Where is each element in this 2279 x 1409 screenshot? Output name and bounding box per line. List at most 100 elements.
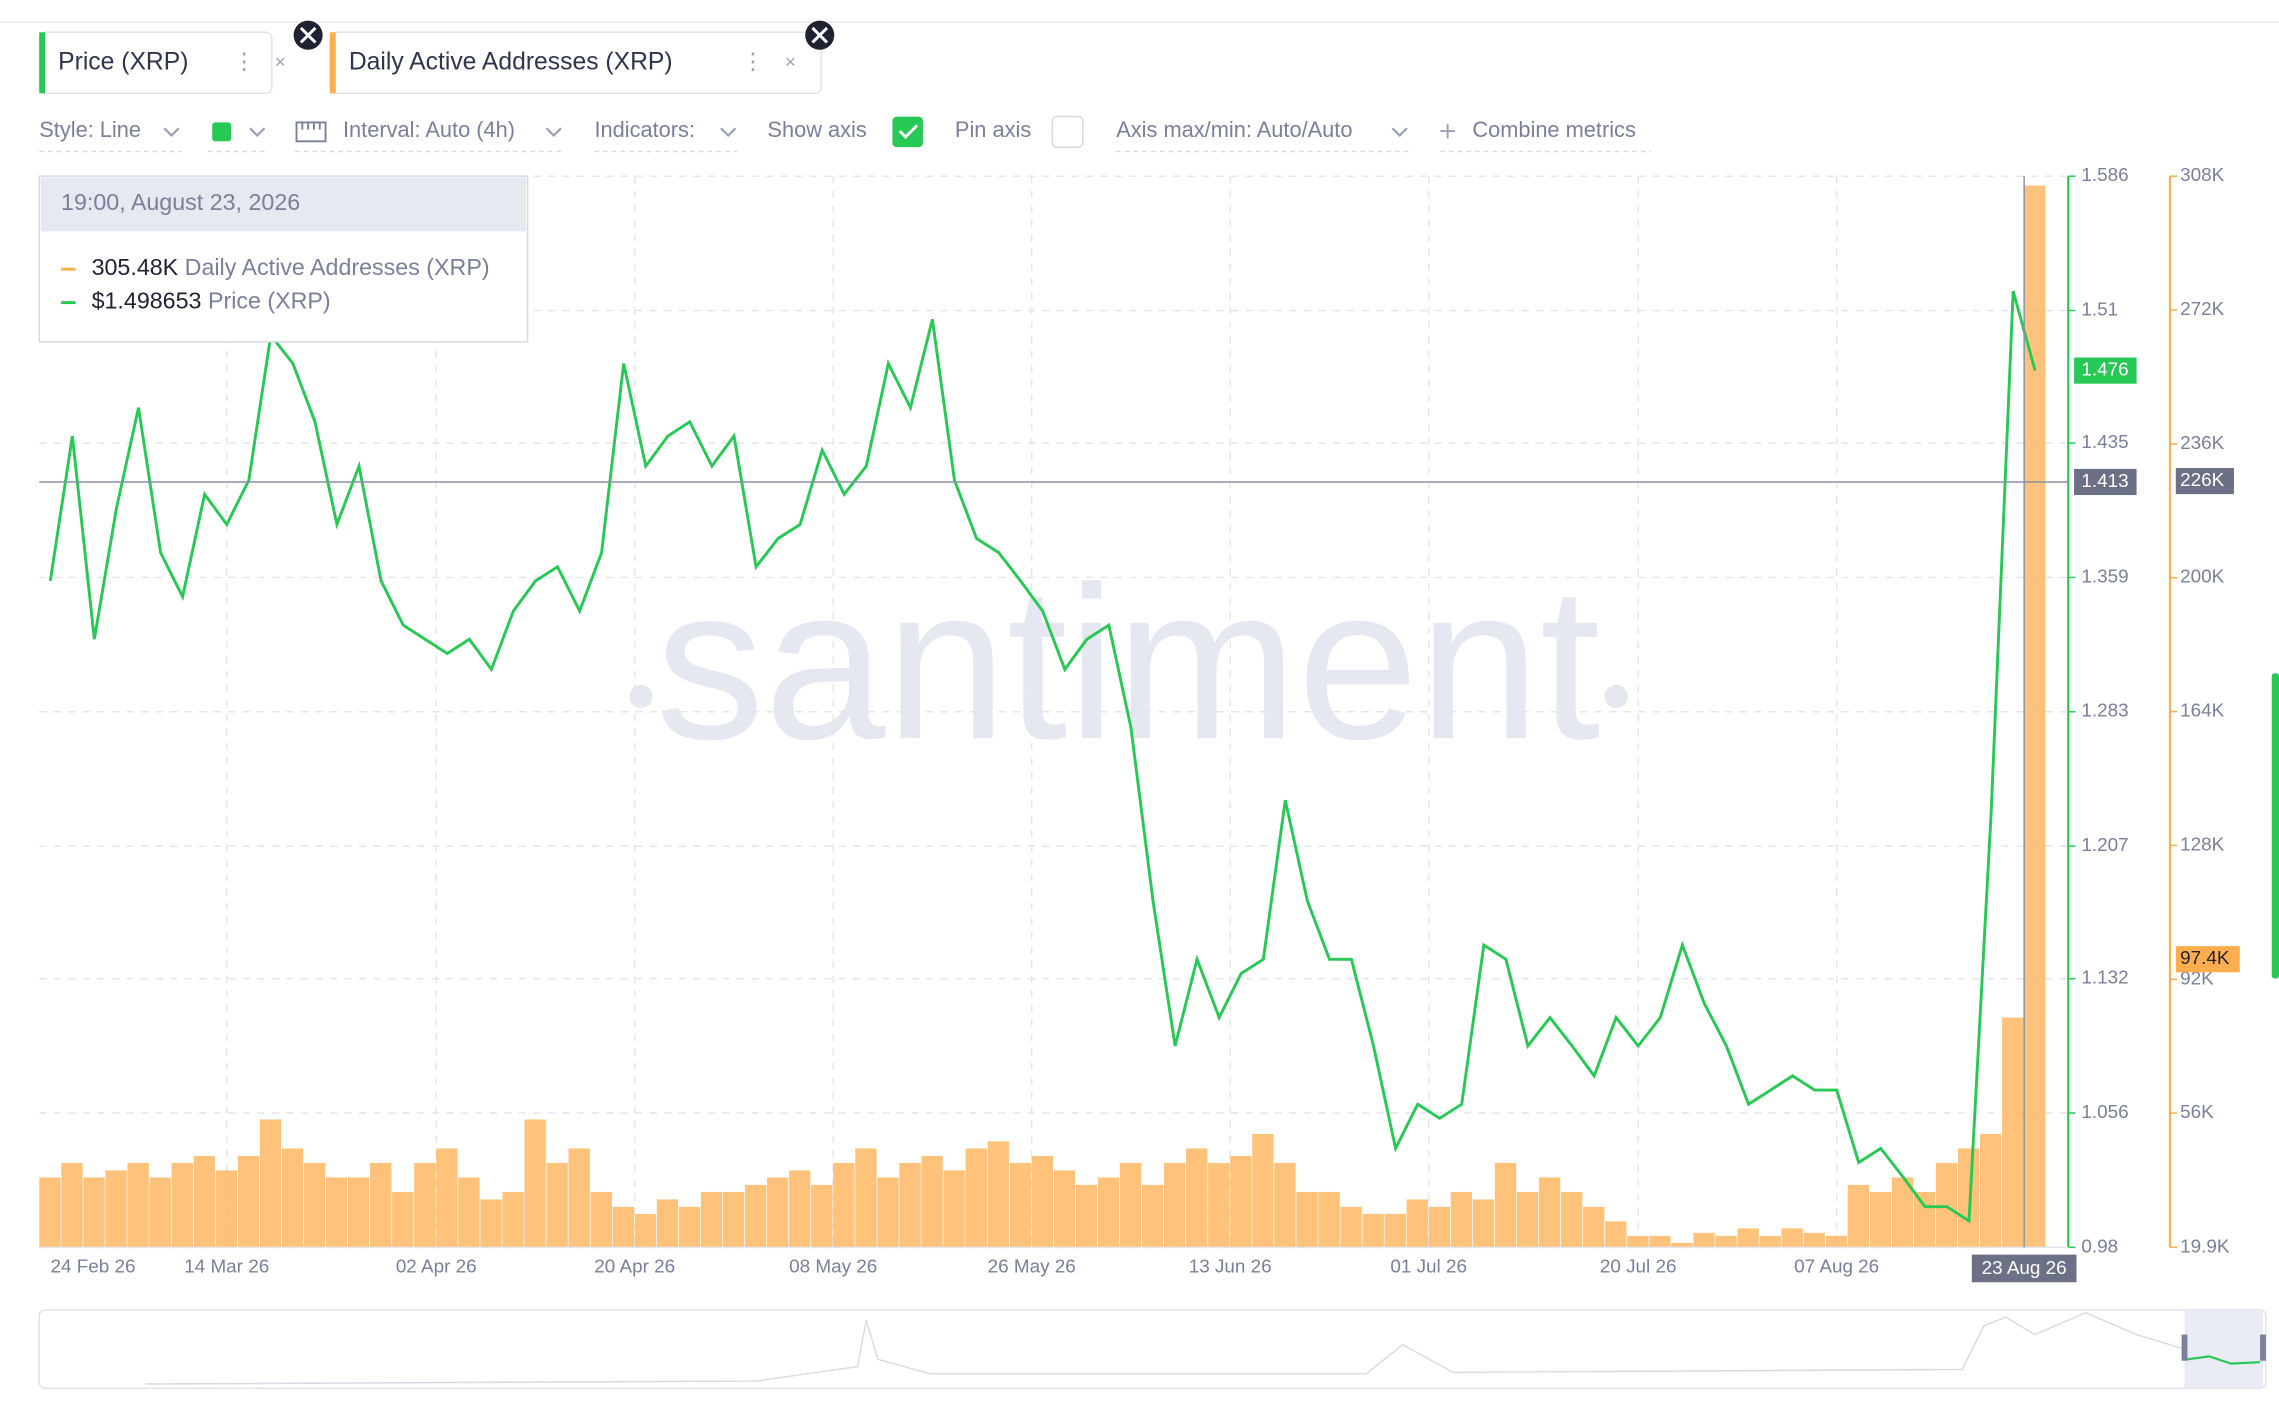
bar (546, 1162, 568, 1248)
interval-select[interactable]: Interval: Auto (4h) (343, 117, 515, 142)
bar (1671, 1242, 1693, 1248)
bar (325, 1177, 348, 1248)
bar (789, 1170, 811, 1248)
bar (1186, 1148, 1208, 1248)
bar (193, 1155, 215, 1248)
bar (1208, 1162, 1230, 1248)
navigator-handle[interactable] (2181, 1334, 2188, 1361)
bar (700, 1191, 723, 1248)
y-tick-label: 1.359 (2081, 566, 2128, 587)
bar (1759, 1235, 1781, 1248)
y2-tick-label: 308K (2180, 165, 2224, 186)
show-axis-label: Show axis (767, 117, 866, 142)
crosshair-y2-badge (2175, 467, 2234, 495)
tab-menu[interactable]: ⋮ (741, 48, 764, 74)
y-tick-label: 1.056 (2081, 1102, 2128, 1123)
navigator-handle[interactable] (2260, 1334, 2266, 1361)
bar (877, 1177, 899, 1248)
crosshair-x-label: 23 Aug 26 (1982, 1258, 2067, 1279)
navigator-window[interactable] (2184, 1309, 2264, 1389)
bar (1693, 1232, 1715, 1248)
bar (1715, 1235, 1737, 1248)
y2-tick-label: 164K (2180, 701, 2224, 722)
tab-menu[interactable]: ⋮ (233, 48, 256, 74)
last-price-badge (2074, 357, 2137, 384)
bar (1406, 1199, 1428, 1248)
crosshair-y-label: 1.413 (2081, 471, 2128, 492)
bar (458, 1177, 480, 1248)
combine-metrics[interactable]: Combine metrics (1472, 117, 1636, 142)
bar (1803, 1232, 1825, 1248)
bar (348, 1177, 370, 1248)
y2-tick-label: 272K (2180, 299, 2224, 320)
bar (39, 1177, 61, 1248)
bar (1075, 1184, 1098, 1248)
y2-tick-label: 128K (2180, 834, 2224, 855)
tab-label: Daily Active Addresses (XRP) (349, 48, 673, 75)
bar (987, 1141, 1009, 1248)
navigator[interactable] (38, 1309, 2267, 1390)
navigator-line (145, 1311, 2185, 1385)
x-tick-label: 20 Apr 26 (594, 1257, 675, 1278)
close-icon (811, 26, 829, 44)
bar (1605, 1221, 1627, 1248)
bar (1869, 1191, 1892, 1248)
bar (1384, 1213, 1406, 1248)
bar (1340, 1206, 1362, 1248)
show-axis-checkbox[interactable] (892, 116, 923, 148)
chevron (163, 127, 180, 138)
tab-remove[interactable]: × (785, 52, 796, 73)
bar (1164, 1162, 1186, 1248)
axis-minmax-select[interactable]: Axis max/min: Auto/Auto (1116, 117, 1352, 142)
bar (921, 1155, 943, 1248)
bar (392, 1191, 414, 1248)
bar (634, 1213, 657, 1248)
bar (480, 1199, 502, 1248)
bar (1494, 1162, 1517, 1248)
bar (1274, 1162, 1296, 1248)
bar (1891, 1177, 1914, 1248)
x-tick-label: 07 Aug 26 (1794, 1257, 1879, 1278)
bar (171, 1162, 193, 1248)
color-swatch[interactable] (212, 122, 232, 142)
bar (237, 1155, 260, 1248)
bar (1252, 1133, 1274, 1248)
bar (1627, 1235, 1649, 1248)
tab-price[interactable]: Price (XRP) ⋮ × (38, 31, 286, 95)
bar (1935, 1162, 1958, 1248)
bar (1847, 1184, 1870, 1248)
style-select[interactable]: Style: Line (39, 117, 141, 142)
bar (105, 1170, 127, 1248)
bar (1119, 1162, 1142, 1248)
indicators-select[interactable]: Indicators: (594, 117, 695, 142)
bar (722, 1191, 745, 1248)
price-line (48, 290, 2037, 1224)
bar (1516, 1191, 1539, 1248)
interval-icon (295, 121, 327, 143)
last-daa-label: 97.4K (2180, 948, 2230, 969)
tab-daa[interactable]: Daily Active Addresses (XRP) ⋮ × (329, 31, 822, 95)
crosshair-y2-label: 226K (2180, 470, 2224, 491)
tab-remove[interactable]: × (275, 52, 286, 73)
bar (1957, 1148, 1980, 1248)
watermark-dot (1604, 684, 1628, 709)
bar (833, 1162, 855, 1248)
bar (1141, 1184, 1164, 1248)
close-icon (299, 26, 317, 44)
watermark: santiment (655, 542, 1600, 785)
x-tick-label: 13 Jun 26 (1189, 1257, 1272, 1278)
bar (965, 1148, 987, 1248)
bar (1296, 1191, 1318, 1248)
bar (811, 1184, 833, 1248)
y-tick-label: 1.207 (2081, 835, 2128, 856)
bar (855, 1148, 877, 1248)
bar (1980, 1133, 2002, 1248)
tooltip-value: 305.48K (92, 254, 179, 280)
side-tab[interactable] (2271, 673, 2279, 979)
bar (259, 1119, 282, 1248)
bar (281, 1148, 304, 1248)
y-tick-label: 1.283 (2081, 701, 2128, 722)
pin-axis-checkbox[interactable] (1051, 115, 1084, 148)
y2-tick-label: 200K (2180, 567, 2224, 588)
bar (1031, 1155, 1054, 1248)
